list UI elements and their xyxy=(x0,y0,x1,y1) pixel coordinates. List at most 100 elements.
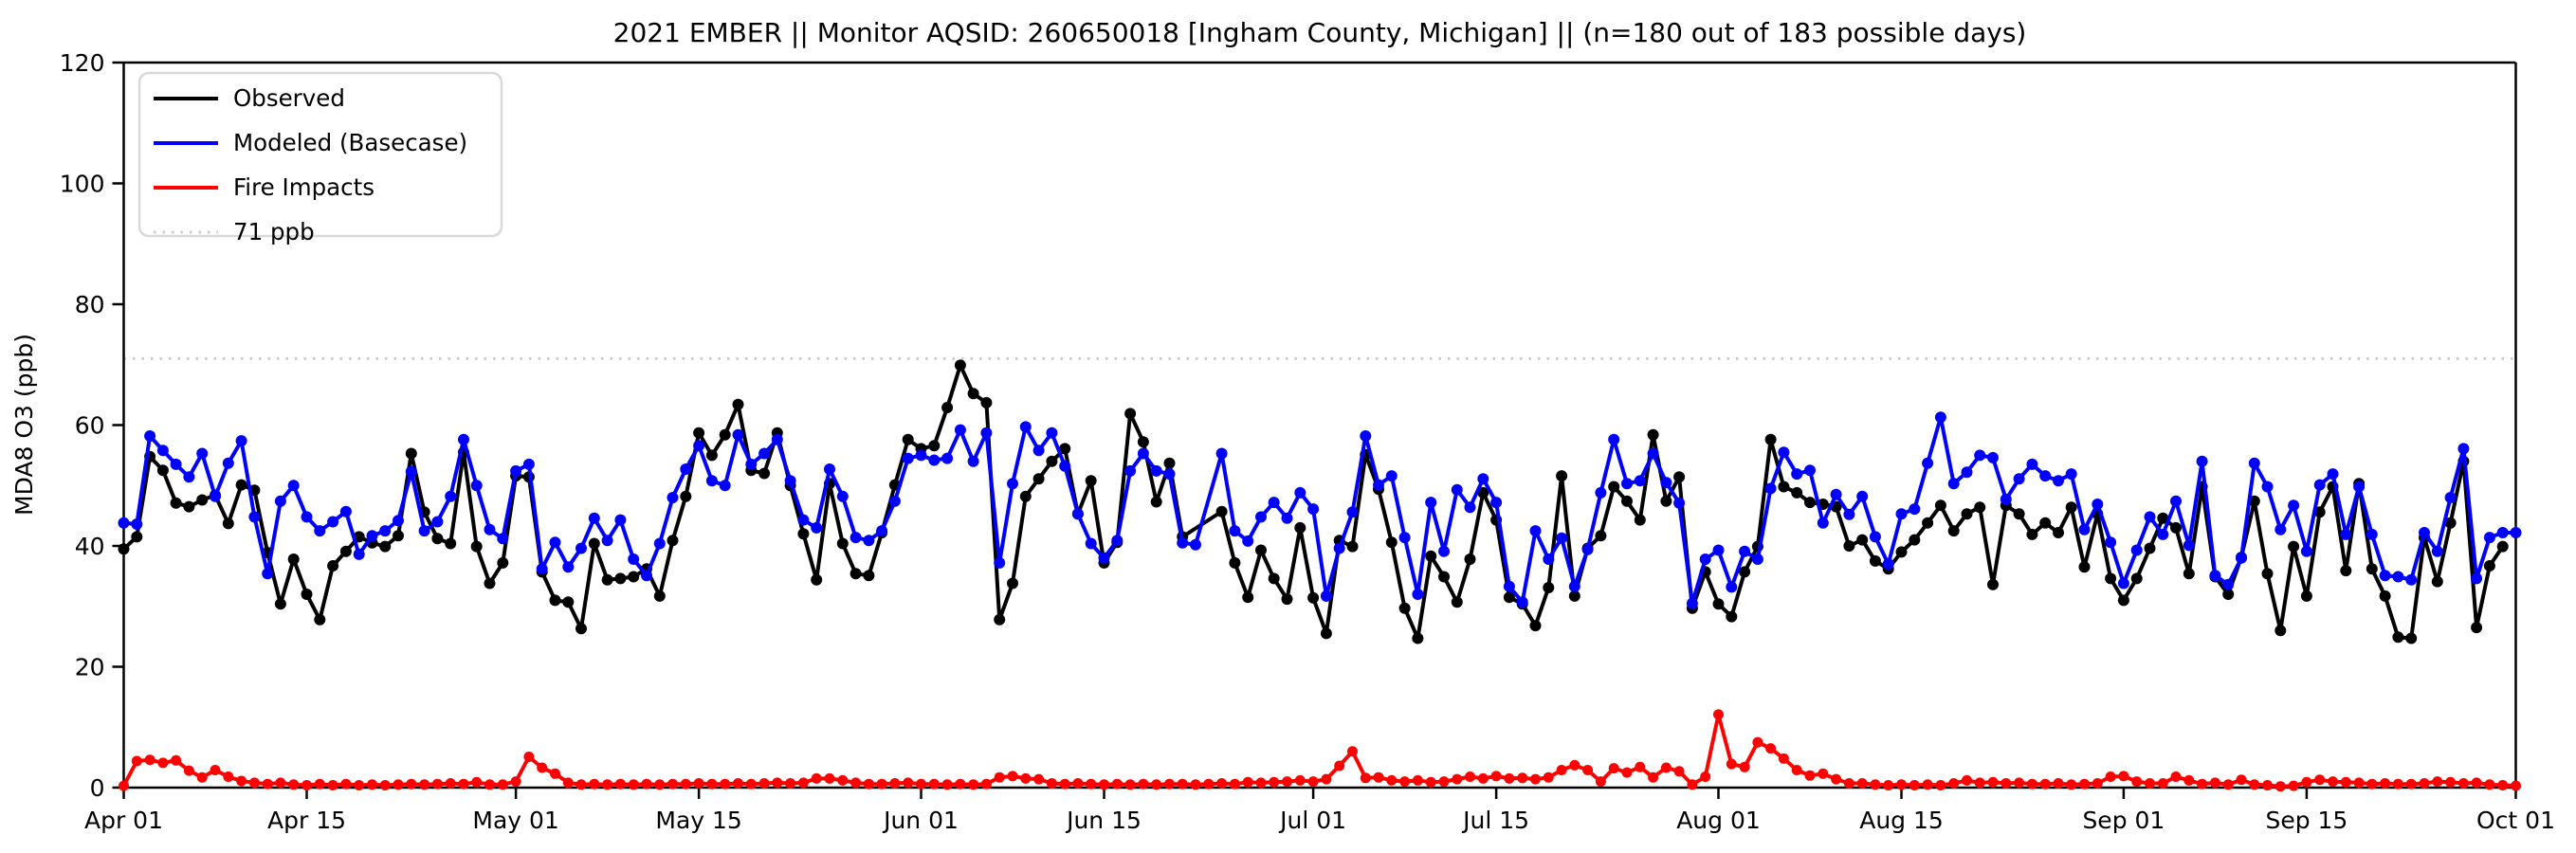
data-point xyxy=(1007,771,1018,782)
data-point xyxy=(484,523,496,535)
data-point xyxy=(1490,497,1503,509)
data-point xyxy=(667,778,678,789)
data-point xyxy=(1294,521,1306,534)
x-tick-label: May 15 xyxy=(655,807,741,834)
data-point xyxy=(1935,780,1946,790)
data-point xyxy=(941,779,953,790)
data-point xyxy=(1700,771,1711,782)
data-point xyxy=(1804,770,1816,781)
data-point xyxy=(275,777,286,789)
data-point xyxy=(994,771,1005,783)
data-point xyxy=(1151,779,1162,790)
data-point xyxy=(1608,481,1620,493)
data-point xyxy=(1778,481,1790,493)
data-point xyxy=(2078,523,2091,535)
data-point xyxy=(2275,625,2287,637)
x-tick-label: Jul 15 xyxy=(1461,807,1529,834)
data-point xyxy=(445,490,457,502)
data-point xyxy=(889,778,901,789)
data-point xyxy=(1451,483,1463,496)
data-point xyxy=(2261,481,2274,493)
data-point xyxy=(379,540,392,553)
data-point xyxy=(536,563,548,575)
data-point xyxy=(797,528,810,540)
data-point xyxy=(628,571,640,583)
data-point xyxy=(1830,488,1842,500)
data-point xyxy=(1883,780,1894,790)
data-point xyxy=(2405,778,2417,789)
data-point xyxy=(2118,771,2129,782)
data-point xyxy=(745,778,757,789)
data-point xyxy=(1608,763,1619,774)
data-point xyxy=(314,525,326,537)
data-point xyxy=(2353,481,2366,493)
data-point xyxy=(1712,598,1725,610)
data-point xyxy=(1712,544,1725,556)
x-tick-label: Jun 15 xyxy=(1065,807,1142,834)
data-point xyxy=(1595,530,1607,542)
data-point xyxy=(471,776,483,788)
data-point xyxy=(2130,544,2143,556)
data-point xyxy=(1804,497,1816,509)
data-point xyxy=(470,540,483,553)
series-line xyxy=(121,712,2518,789)
data-point xyxy=(1321,773,1332,785)
data-point xyxy=(2053,778,2064,789)
data-point xyxy=(301,511,313,523)
data-point xyxy=(1281,512,1293,524)
data-point xyxy=(393,515,404,527)
data-point xyxy=(1909,534,1921,546)
data-point xyxy=(928,440,941,452)
data-point xyxy=(758,467,771,480)
data-point xyxy=(1281,593,1293,606)
plot-area: Apr 01 Apr 15 May 01 May 15 Jun 01 Jun 15 Jul … xyxy=(60,49,2555,834)
data-point xyxy=(588,512,600,524)
data-point xyxy=(1778,446,1790,459)
data-point xyxy=(1569,759,1580,771)
data-point xyxy=(1504,772,1515,784)
data-point xyxy=(510,776,521,788)
data-point xyxy=(1307,503,1320,516)
data-point xyxy=(2510,527,2522,538)
data-point xyxy=(836,537,849,550)
data-point xyxy=(1922,779,1933,790)
data-point xyxy=(745,458,758,470)
legend-observed-label: Observed xyxy=(233,84,345,112)
data-point xyxy=(484,577,496,590)
data-point xyxy=(2496,540,2509,553)
data-point xyxy=(2105,536,2117,549)
data-point xyxy=(1007,577,1018,590)
data-point xyxy=(2249,779,2260,790)
data-point xyxy=(601,535,613,547)
legend-threshold-label: 71 ppb xyxy=(233,218,315,245)
data-point xyxy=(1360,772,1371,784)
data-point xyxy=(1947,478,1960,490)
data-point xyxy=(1634,475,1646,487)
data-point xyxy=(967,455,979,467)
data-point xyxy=(928,454,941,466)
data-point xyxy=(393,779,404,790)
data-point xyxy=(1582,765,1594,775)
data-point xyxy=(641,570,652,582)
data-point xyxy=(562,777,574,789)
x-tick-label: Oct 01 xyxy=(2476,807,2555,834)
data-point xyxy=(1660,495,1672,507)
data-point xyxy=(1831,773,1842,785)
data-point xyxy=(785,778,796,789)
data-point xyxy=(2222,589,2235,600)
data-point xyxy=(379,525,392,537)
data-point xyxy=(1673,766,1685,777)
data-point xyxy=(1751,554,1763,565)
data-point xyxy=(1843,508,1855,520)
data-point xyxy=(2157,512,2169,524)
data-point xyxy=(1647,447,1659,460)
data-point xyxy=(1660,477,1672,489)
data-point xyxy=(1059,778,1070,789)
data-point xyxy=(1477,486,1489,499)
data-point xyxy=(967,388,979,400)
legend-box xyxy=(137,71,503,238)
data-point xyxy=(2471,622,2483,634)
data-point xyxy=(1581,543,1594,555)
data-point xyxy=(1673,497,1686,509)
